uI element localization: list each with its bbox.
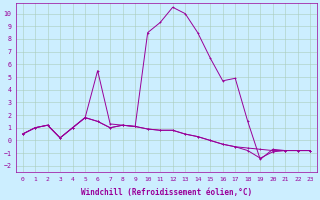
- X-axis label: Windchill (Refroidissement éolien,°C): Windchill (Refroidissement éolien,°C): [81, 188, 252, 197]
